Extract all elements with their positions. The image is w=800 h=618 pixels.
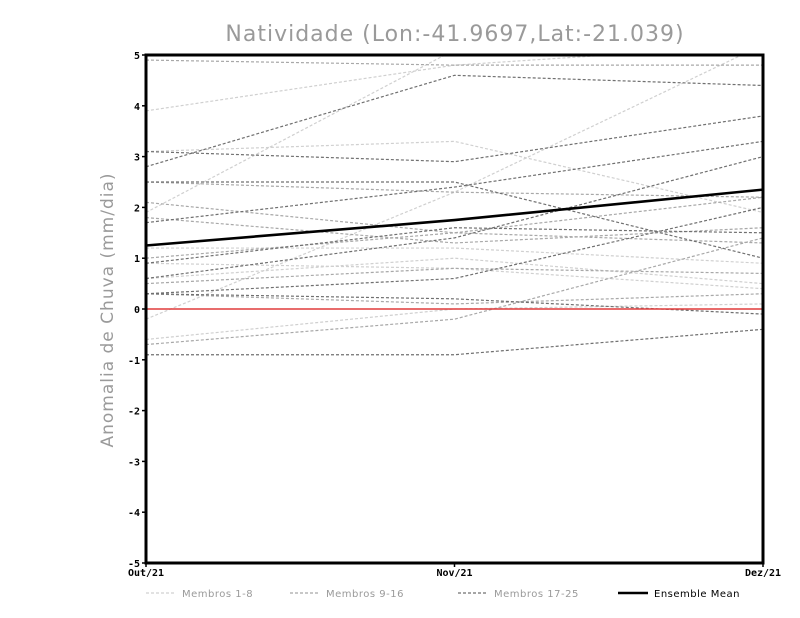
member-line [146,257,763,285]
y-tick-label: 3 [134,153,140,164]
y-tick-label: 0 [134,305,140,316]
member-lines [146,55,763,356]
member-line [146,55,618,112]
legend-label: Membros 9-16 [326,589,404,600]
y-tick-label: -2 [128,407,140,418]
legend-label: Ensemble Mean [654,589,740,600]
member-line [146,201,763,244]
member-line [146,328,763,356]
member-line [146,237,763,346]
legend: Membros 1-8 Membros 9-16 Membros 17-25 Ense… [146,589,740,600]
member-line [146,227,763,264]
x-tick-label: Out/21 [128,568,164,579]
chart-title: Natividade (Lon:-41.9697,Lat:-21.039) [225,22,684,47]
legend-label: Membros 1-8 [182,589,253,600]
x-axis-ticks: Out/21 Nov/21 Dez/21 [128,563,781,579]
legend-label: Membros 17-25 [494,589,579,600]
member-line [146,74,763,168]
y-tick-label: -3 [128,457,140,468]
y-tick-label: -5 [128,559,140,570]
y-tick-label: -1 [128,356,140,367]
ensemble-mean-group [145,188,764,247]
y-tick-label: 1 [134,254,140,265]
member-line [146,140,763,224]
y-axis-label: Anomalia de Chuva (mm/dia) [98,172,118,447]
member-line [146,267,763,285]
y-tick-label: 4 [134,102,140,113]
y-axis-ticks: -5 -4 -3 -2 -1 0 1 2 3 4 5 [128,51,146,570]
member-line [146,196,763,259]
ensemble-mean-line [145,188,764,247]
member-line [146,156,763,280]
member-line [146,140,763,214]
x-tick-label: Nov/21 [436,568,472,579]
member-line [146,293,763,305]
member-line [146,293,763,315]
y-tick-label: 2 [134,203,140,214]
member-line [146,206,763,295]
member-line [146,55,447,214]
member-line [146,55,744,320]
y-tick-label: 5 [134,51,140,62]
x-tick-label: Dez/21 [745,568,781,579]
member-line [146,247,763,264]
member-line [146,181,763,198]
member-line [146,262,763,290]
member-line [146,181,763,259]
member-line [146,59,763,66]
y-tick-label: -4 [128,508,140,519]
member-line [146,115,763,163]
